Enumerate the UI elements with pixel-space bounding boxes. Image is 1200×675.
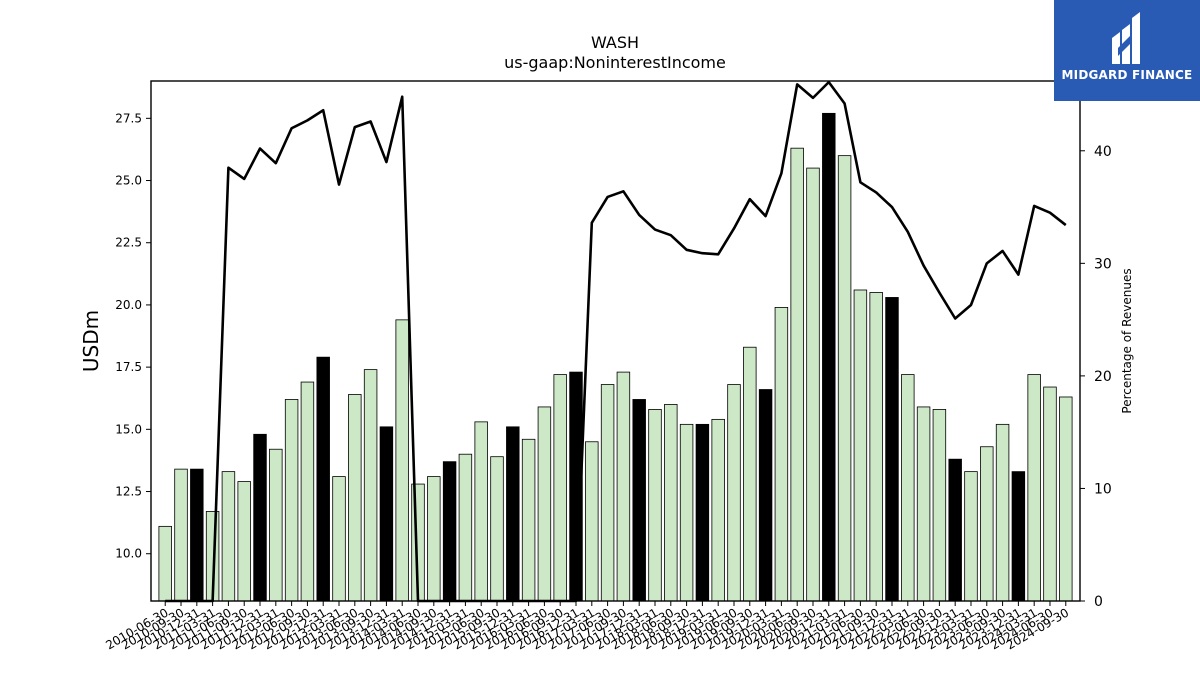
y2-tick-label: 20 xyxy=(1094,369,1112,385)
bar xyxy=(758,389,773,602)
y-tick-label: 27.5 xyxy=(115,111,142,125)
y2-tick-label: 40 xyxy=(1094,144,1112,160)
y-axis-label: USDm xyxy=(79,310,103,372)
chart-title: WASH xyxy=(591,33,639,52)
percentage-line xyxy=(165,80,1067,603)
bar xyxy=(885,297,899,602)
bar xyxy=(679,423,694,602)
bar xyxy=(1059,396,1073,602)
bar xyxy=(537,406,552,602)
y-axis-right: 0 10 20 30 40 xyxy=(1080,144,1112,610)
bar xyxy=(948,458,962,602)
y-tick-label: 12.5 xyxy=(115,485,142,499)
bar xyxy=(348,394,362,602)
bar xyxy=(1043,386,1057,602)
bar xyxy=(269,448,283,602)
bar xyxy=(363,369,378,602)
bar xyxy=(727,384,741,602)
y2-tick-label: 30 xyxy=(1094,256,1112,272)
bar xyxy=(490,456,504,602)
bar xyxy=(158,525,172,602)
bar xyxy=(427,476,441,602)
bar xyxy=(316,356,330,602)
bar xyxy=(869,292,883,602)
bar xyxy=(600,384,615,602)
axes-frame xyxy=(150,80,1081,602)
bar xyxy=(237,481,251,602)
bar xyxy=(585,441,599,602)
bar xyxy=(379,426,394,602)
bar xyxy=(616,371,631,602)
bar xyxy=(458,453,473,602)
bar xyxy=(695,423,710,602)
x-axis: 2010-06-302010-09-302010-12-312011-03-31… xyxy=(103,601,1071,652)
y-tick-label: 15.0 xyxy=(115,422,142,436)
bar xyxy=(253,433,267,602)
bar xyxy=(521,438,536,602)
bar xyxy=(221,471,236,602)
bar xyxy=(711,418,725,602)
bar xyxy=(822,112,836,602)
brand-logo: MIDGARD FINANCE xyxy=(1054,0,1200,101)
bar xyxy=(553,374,567,602)
y2-tick-label: 10 xyxy=(1094,481,1112,497)
y-tick-label: 22.5 xyxy=(115,236,142,250)
bar xyxy=(1027,374,1041,602)
bar xyxy=(837,155,852,602)
chart-subtitle: us-gaap:NoninterestIncome xyxy=(504,53,726,72)
bar xyxy=(980,446,994,602)
bar xyxy=(332,476,346,602)
bar xyxy=(790,147,804,602)
y-tick-label: 25.0 xyxy=(115,174,142,188)
bar xyxy=(1011,471,1026,602)
bar xyxy=(743,346,757,602)
plot-border xyxy=(150,80,1081,602)
y-axis-left: 10.0 12.5 15.0 17.5 20.0 22.5 25.0 27.5 xyxy=(115,111,151,561)
bar xyxy=(300,381,315,602)
bar xyxy=(901,374,915,602)
bar xyxy=(190,468,204,602)
bar xyxy=(774,307,789,602)
bar xyxy=(932,409,947,602)
midgard-logo-icon xyxy=(1112,12,1140,64)
bar xyxy=(395,319,409,602)
y-tick-label: 10.0 xyxy=(115,547,142,561)
brand-name: MIDGARD FINANCE xyxy=(1061,68,1193,82)
y2-axis-label: Percentage of Revenues xyxy=(1120,268,1134,413)
y-tick-label: 20.0 xyxy=(115,298,142,312)
bar-series xyxy=(158,112,1073,602)
bar xyxy=(442,461,457,602)
line-series xyxy=(165,80,1067,603)
bar xyxy=(474,421,488,602)
bar xyxy=(995,423,1010,602)
bar xyxy=(174,468,188,602)
bar xyxy=(916,406,931,602)
bar xyxy=(664,404,678,602)
bar xyxy=(506,426,520,602)
y2-tick-label: 0 xyxy=(1094,594,1103,610)
bar xyxy=(964,471,978,602)
y-tick-label: 17.5 xyxy=(115,360,142,374)
bar xyxy=(806,167,820,602)
bar xyxy=(853,289,868,602)
bar xyxy=(284,399,299,602)
bar xyxy=(648,409,662,602)
bar xyxy=(632,399,646,602)
